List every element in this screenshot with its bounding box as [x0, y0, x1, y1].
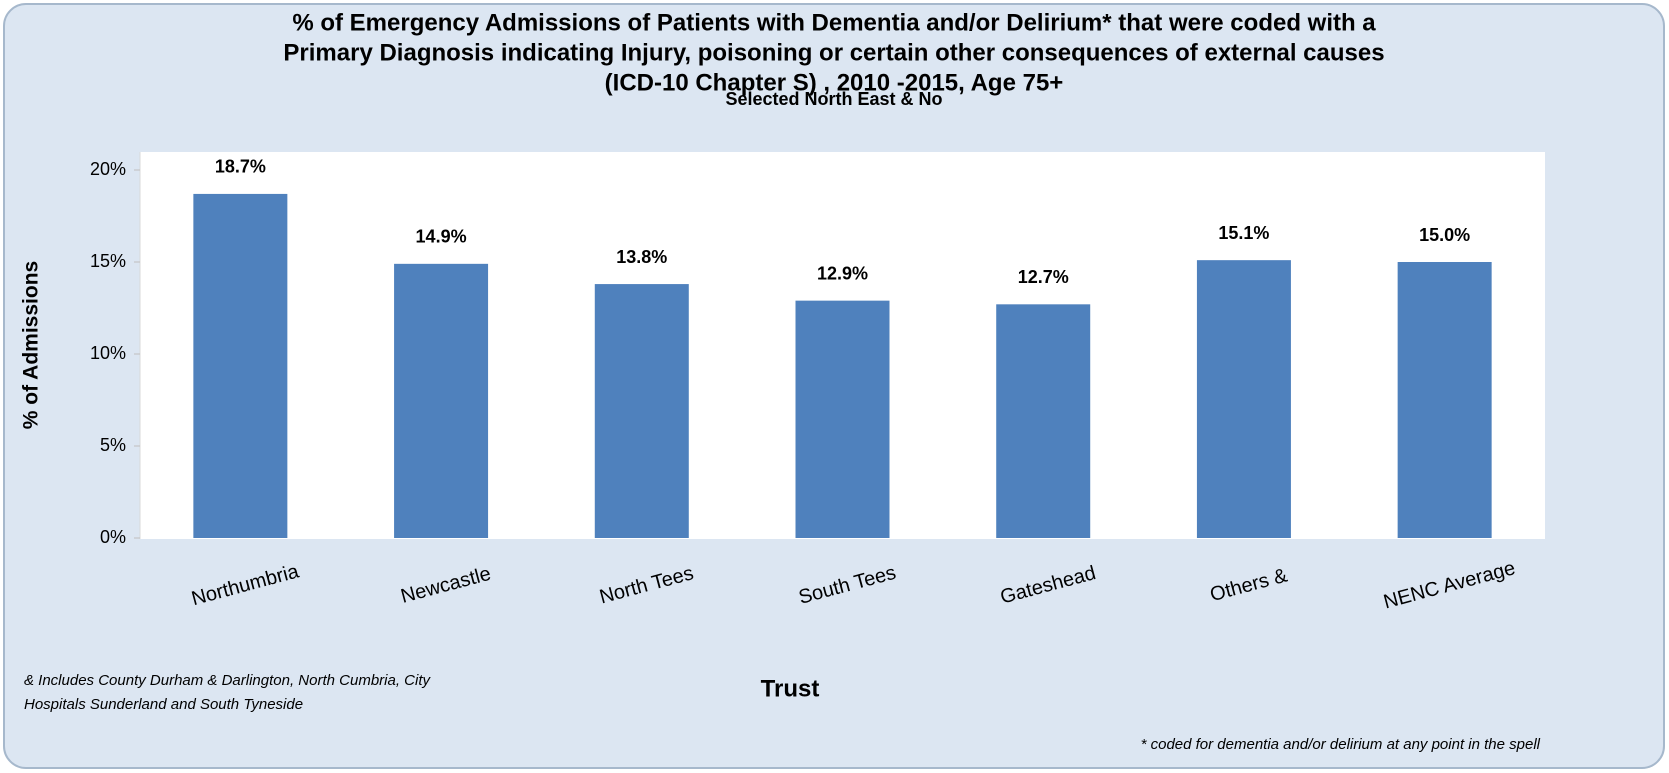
y-axis-label: % of Admissions [20, 261, 43, 429]
footnote-left: & Includes County Durham & Darlington, N… [24, 672, 431, 689]
y-tick-label: 15% [90, 251, 126, 271]
y-tick-label: 10% [90, 343, 126, 363]
data-label: 13.8% [616, 247, 667, 267]
chart-title: % of Emergency Admissions of Patients wi… [292, 9, 1376, 36]
bar [996, 304, 1091, 538]
bar [193, 193, 288, 539]
bar [594, 284, 689, 538]
bar [795, 300, 890, 538]
bar [1397, 262, 1492, 538]
data-label: 18.7% [215, 157, 266, 177]
data-label: 14.9% [416, 227, 467, 247]
data-label: 12.7% [1018, 267, 1069, 287]
footnote-right: * coded for dementia and/or delirium at … [1141, 736, 1541, 753]
data-label: 12.9% [817, 263, 868, 283]
chart-title: (ICD-10 Chapter S) , 2010 -2015, Age 75+ [605, 69, 1064, 96]
y-tick-label: 0% [100, 527, 126, 547]
footnote-left: Hospitals Sunderland and South Tyneside [24, 696, 303, 713]
data-label: 15.0% [1419, 225, 1470, 245]
subtitle: Selected North East & No [725, 89, 942, 109]
y-tick-label: 20% [90, 159, 126, 179]
x-axis-label: Trust [761, 675, 820, 702]
data-label: 15.1% [1218, 223, 1269, 243]
chart-title: Primary Diagnosis indicating Injury, poi… [283, 39, 1384, 66]
y-tick-label: 5% [100, 435, 126, 455]
bar [1196, 260, 1291, 538]
bar [394, 263, 489, 538]
